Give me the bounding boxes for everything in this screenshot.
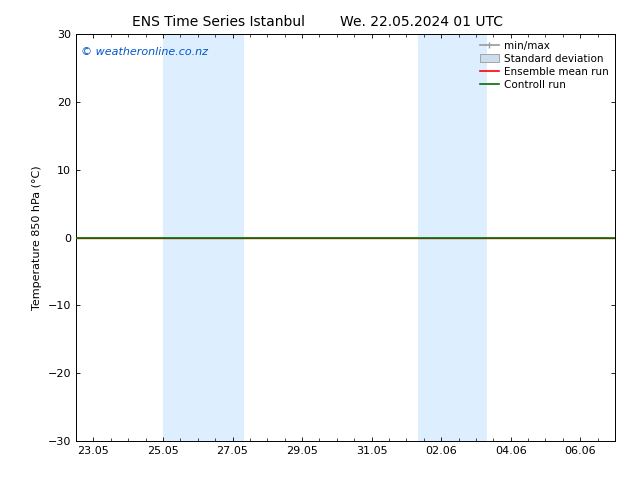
Text: ENS Time Series Istanbul        We. 22.05.2024 01 UTC: ENS Time Series Istanbul We. 22.05.2024 … (131, 15, 503, 29)
Bar (418, 34, 488, 441)
Y-axis label: Temperature 850 hPa (°C): Temperature 850 hPa (°C) (32, 165, 42, 310)
Legend: min/max, Standard deviation, Ensemble mean run, Controll run: min/max, Standard deviation, Ensemble me… (476, 36, 613, 94)
Text: © weatheronline.co.nz: © weatheronline.co.nz (81, 47, 209, 56)
Bar (163, 34, 244, 441)
